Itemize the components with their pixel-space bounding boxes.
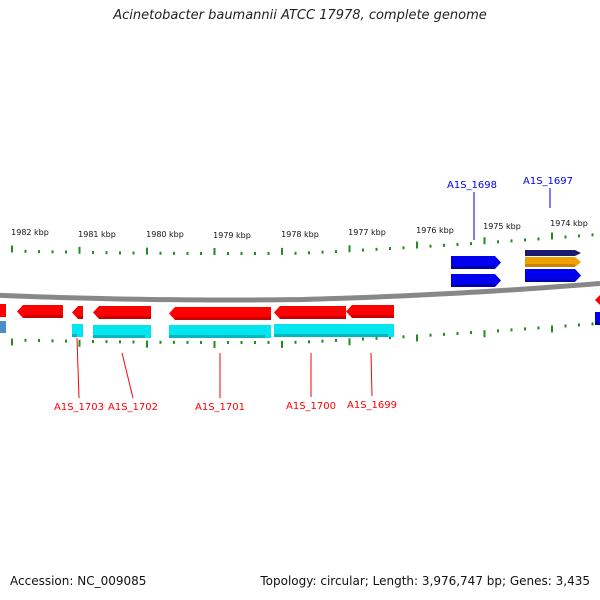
reverse-gene-arrow[interactable] <box>17 305 63 318</box>
kbp-label: 1980 kbp <box>146 230 184 239</box>
kbp-label: 1974 kbp <box>550 219 588 228</box>
reverse-feature-bar[interactable] <box>0 321 6 333</box>
reverse-feature-bar[interactable] <box>72 324 83 337</box>
reverse-gene-arrow[interactable] <box>169 307 271 320</box>
forward-gene-arrow[interactable] <box>525 269 581 282</box>
reverse-feature-bar[interactable] <box>93 325 151 338</box>
gene-callout-line <box>121 352 134 399</box>
reverse-gene-arrow[interactable] <box>595 294 600 306</box>
forward-gene-label[interactable]: A1S_1697 <box>523 176 573 187</box>
reverse-gene-label[interactable]: A1S_1703 <box>54 402 104 413</box>
kbp-label: 1976 kbp <box>416 226 454 235</box>
reverse-gene-label[interactable]: A1S_1701 <box>195 402 245 413</box>
reverse-gene-label[interactable]: A1S_1700 <box>286 401 336 412</box>
forward-gene-arrow[interactable] <box>595 312 600 325</box>
genome-backbone <box>0 281 600 303</box>
kbp-label: 1977 kbp <box>348 228 386 237</box>
kbp-label: 1978 kbp <box>281 230 319 239</box>
gene-callout-line <box>76 337 80 399</box>
forward-gene-label[interactable]: A1S_1698 <box>447 180 497 191</box>
reverse-gene-arrow[interactable] <box>274 306 346 319</box>
gene-callout-line <box>370 352 373 397</box>
forward-gene-arrow[interactable] <box>451 256 501 269</box>
kbp-label: 1979 kbp <box>213 231 251 240</box>
kbp-label: 1982 kbp <box>11 228 49 237</box>
reverse-feature-bar[interactable] <box>169 325 271 338</box>
kbp-label: 1975 kbp <box>483 222 521 231</box>
reverse-gene-arrow[interactable] <box>0 304 6 317</box>
lower-tick-row <box>11 322 594 348</box>
forward-gene-arrow[interactable] <box>525 250 581 256</box>
reverse-gene-label[interactable]: A1S_1699 <box>347 400 397 411</box>
upper-tick-row <box>11 232 594 255</box>
kbp-label: 1981 kbp <box>78 230 116 239</box>
reverse-gene-label[interactable]: A1S_1702 <box>108 402 158 413</box>
forward-gene-arrow[interactable] <box>451 274 501 287</box>
reverse-gene-arrow[interactable] <box>346 305 394 318</box>
genome-summary-text: Topology: circular; Length: 3,976,747 bp… <box>260 574 590 588</box>
forward-feature-bar[interactable] <box>525 257 581 267</box>
reverse-gene-arrow[interactable] <box>72 306 83 319</box>
reverse-gene-arrow[interactable] <box>93 306 151 319</box>
map-title: Acinetobacter baumannii ATCC 17978, comp… <box>113 8 487 23</box>
reverse-feature-bar[interactable] <box>274 324 394 337</box>
accession-text: Accession: NC_009085 <box>10 574 147 588</box>
